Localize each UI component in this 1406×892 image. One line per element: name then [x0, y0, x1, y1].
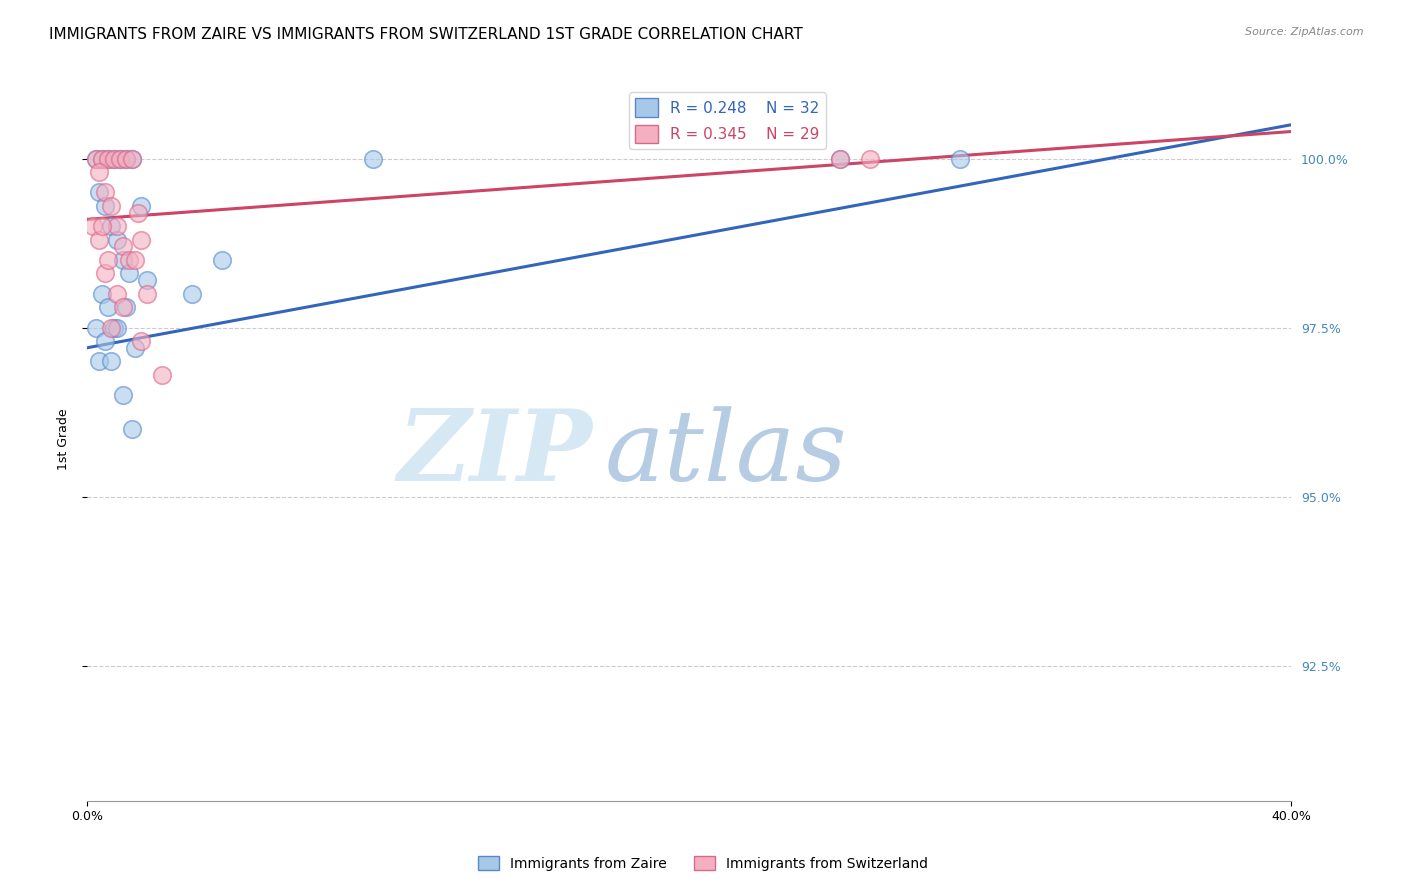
- Point: [108, 152, 131, 166]
- Point: [97, 152, 120, 166]
- Point: [361, 152, 384, 166]
- Point: [94, 199, 117, 213]
- Point: [150, 368, 173, 382]
- Point: [84, 152, 107, 166]
- Point: [94, 334, 117, 348]
- Point: [97, 152, 120, 166]
- Point: [90, 152, 112, 166]
- Point: [100, 199, 122, 213]
- Point: [136, 273, 159, 287]
- Point: [181, 286, 204, 301]
- Point: [103, 320, 125, 334]
- Point: [111, 252, 134, 267]
- Point: [129, 199, 152, 213]
- Legend: Immigrants from Zaire, Immigrants from Switzerland: Immigrants from Zaire, Immigrants from S…: [472, 850, 934, 876]
- Point: [111, 300, 134, 314]
- Point: [84, 152, 107, 166]
- Point: [115, 152, 138, 166]
- Point: [105, 219, 128, 234]
- Point: [94, 267, 117, 281]
- Point: [118, 267, 141, 281]
- Point: [90, 219, 112, 234]
- Point: [129, 233, 152, 247]
- Point: [949, 152, 972, 166]
- Point: [87, 354, 110, 368]
- Point: [211, 252, 233, 267]
- Point: [103, 152, 125, 166]
- Point: [90, 286, 112, 301]
- Text: Source: ZipAtlas.com: Source: ZipAtlas.com: [1246, 27, 1364, 37]
- Point: [115, 152, 138, 166]
- Point: [127, 205, 149, 219]
- Point: [121, 152, 143, 166]
- Point: [94, 186, 117, 200]
- Point: [82, 219, 104, 234]
- Point: [84, 320, 107, 334]
- Point: [828, 152, 851, 166]
- Point: [111, 388, 134, 402]
- Point: [87, 186, 110, 200]
- Point: [121, 152, 143, 166]
- Point: [115, 300, 138, 314]
- Point: [828, 152, 851, 166]
- Point: [100, 219, 122, 234]
- Point: [118, 252, 141, 267]
- Text: ZIP: ZIP: [398, 405, 593, 502]
- Point: [90, 152, 112, 166]
- Point: [100, 320, 122, 334]
- Point: [859, 152, 882, 166]
- Legend: R = 0.248    N = 32, R = 0.345    N = 29: R = 0.248 N = 32, R = 0.345 N = 29: [628, 92, 825, 150]
- Point: [87, 233, 110, 247]
- Y-axis label: 1st Grade: 1st Grade: [58, 409, 70, 470]
- Point: [97, 252, 120, 267]
- Point: [129, 334, 152, 348]
- Point: [136, 286, 159, 301]
- Point: [97, 300, 120, 314]
- Point: [108, 152, 131, 166]
- Point: [121, 422, 143, 436]
- Point: [103, 152, 125, 166]
- Point: [87, 165, 110, 179]
- Point: [100, 354, 122, 368]
- Point: [124, 252, 146, 267]
- Text: atlas: atlas: [605, 406, 848, 501]
- Point: [111, 239, 134, 253]
- Point: [124, 341, 146, 355]
- Text: IMMIGRANTS FROM ZAIRE VS IMMIGRANTS FROM SWITZERLAND 1ST GRADE CORRELATION CHART: IMMIGRANTS FROM ZAIRE VS IMMIGRANTS FROM…: [49, 27, 803, 42]
- Point: [105, 320, 128, 334]
- Point: [105, 233, 128, 247]
- Point: [105, 286, 128, 301]
